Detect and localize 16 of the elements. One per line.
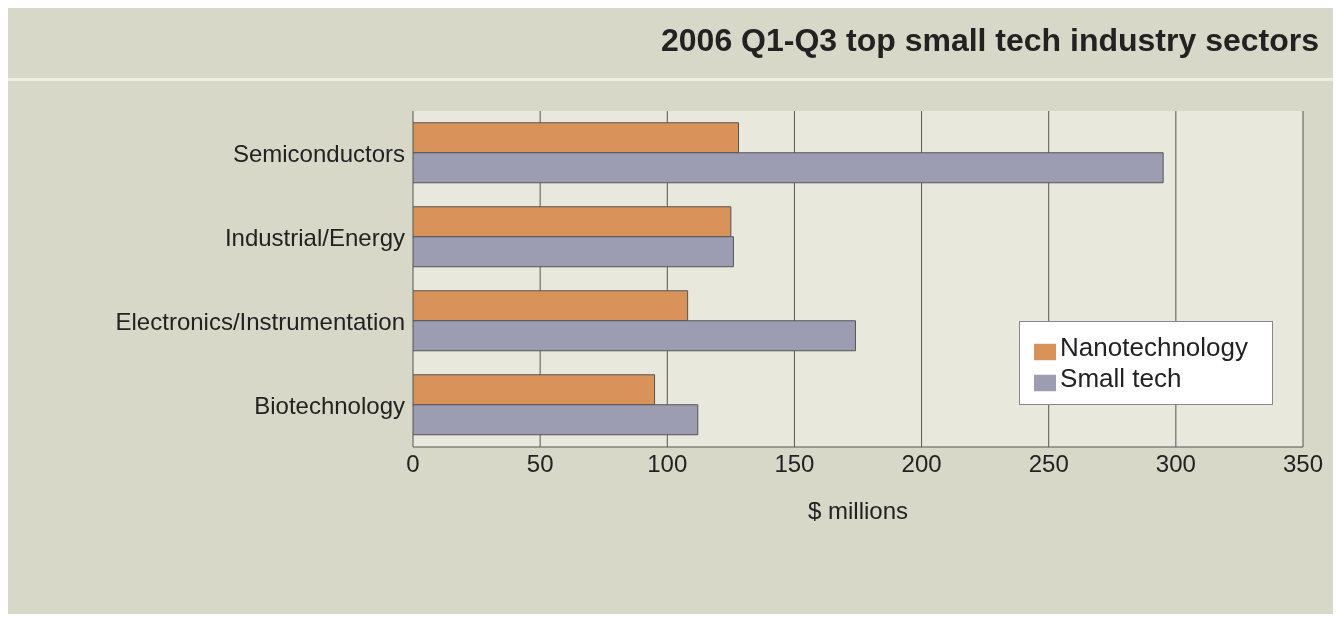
chart-title: 2006 Q1-Q3 top small tech industry sectors (8, 8, 1333, 81)
x-tick-label: 300 (1155, 450, 1196, 478)
x-tick-label: 350 (1282, 450, 1324, 478)
y-tick-label: Biotechnology (254, 391, 405, 419)
legend-label: Nanotechnology (1060, 332, 1248, 362)
x-tick-label: 150 (774, 450, 815, 478)
x-tick-label: 250 (1028, 450, 1069, 478)
legend-label: Small tech (1060, 363, 1182, 393)
x-tick-label: 0 (406, 450, 420, 478)
x-tick-label: 100 (647, 450, 688, 478)
y-tick-label: Semiconductors (232, 139, 405, 167)
y-tick-label: Industrial/Energy (224, 223, 405, 251)
x-tick-label: 50 (526, 450, 554, 478)
y-tick-label: Electronics/Instrumentation (115, 307, 405, 335)
x-tick-label: 200 (901, 450, 942, 478)
x-axis-title: $ millions (807, 497, 909, 524)
